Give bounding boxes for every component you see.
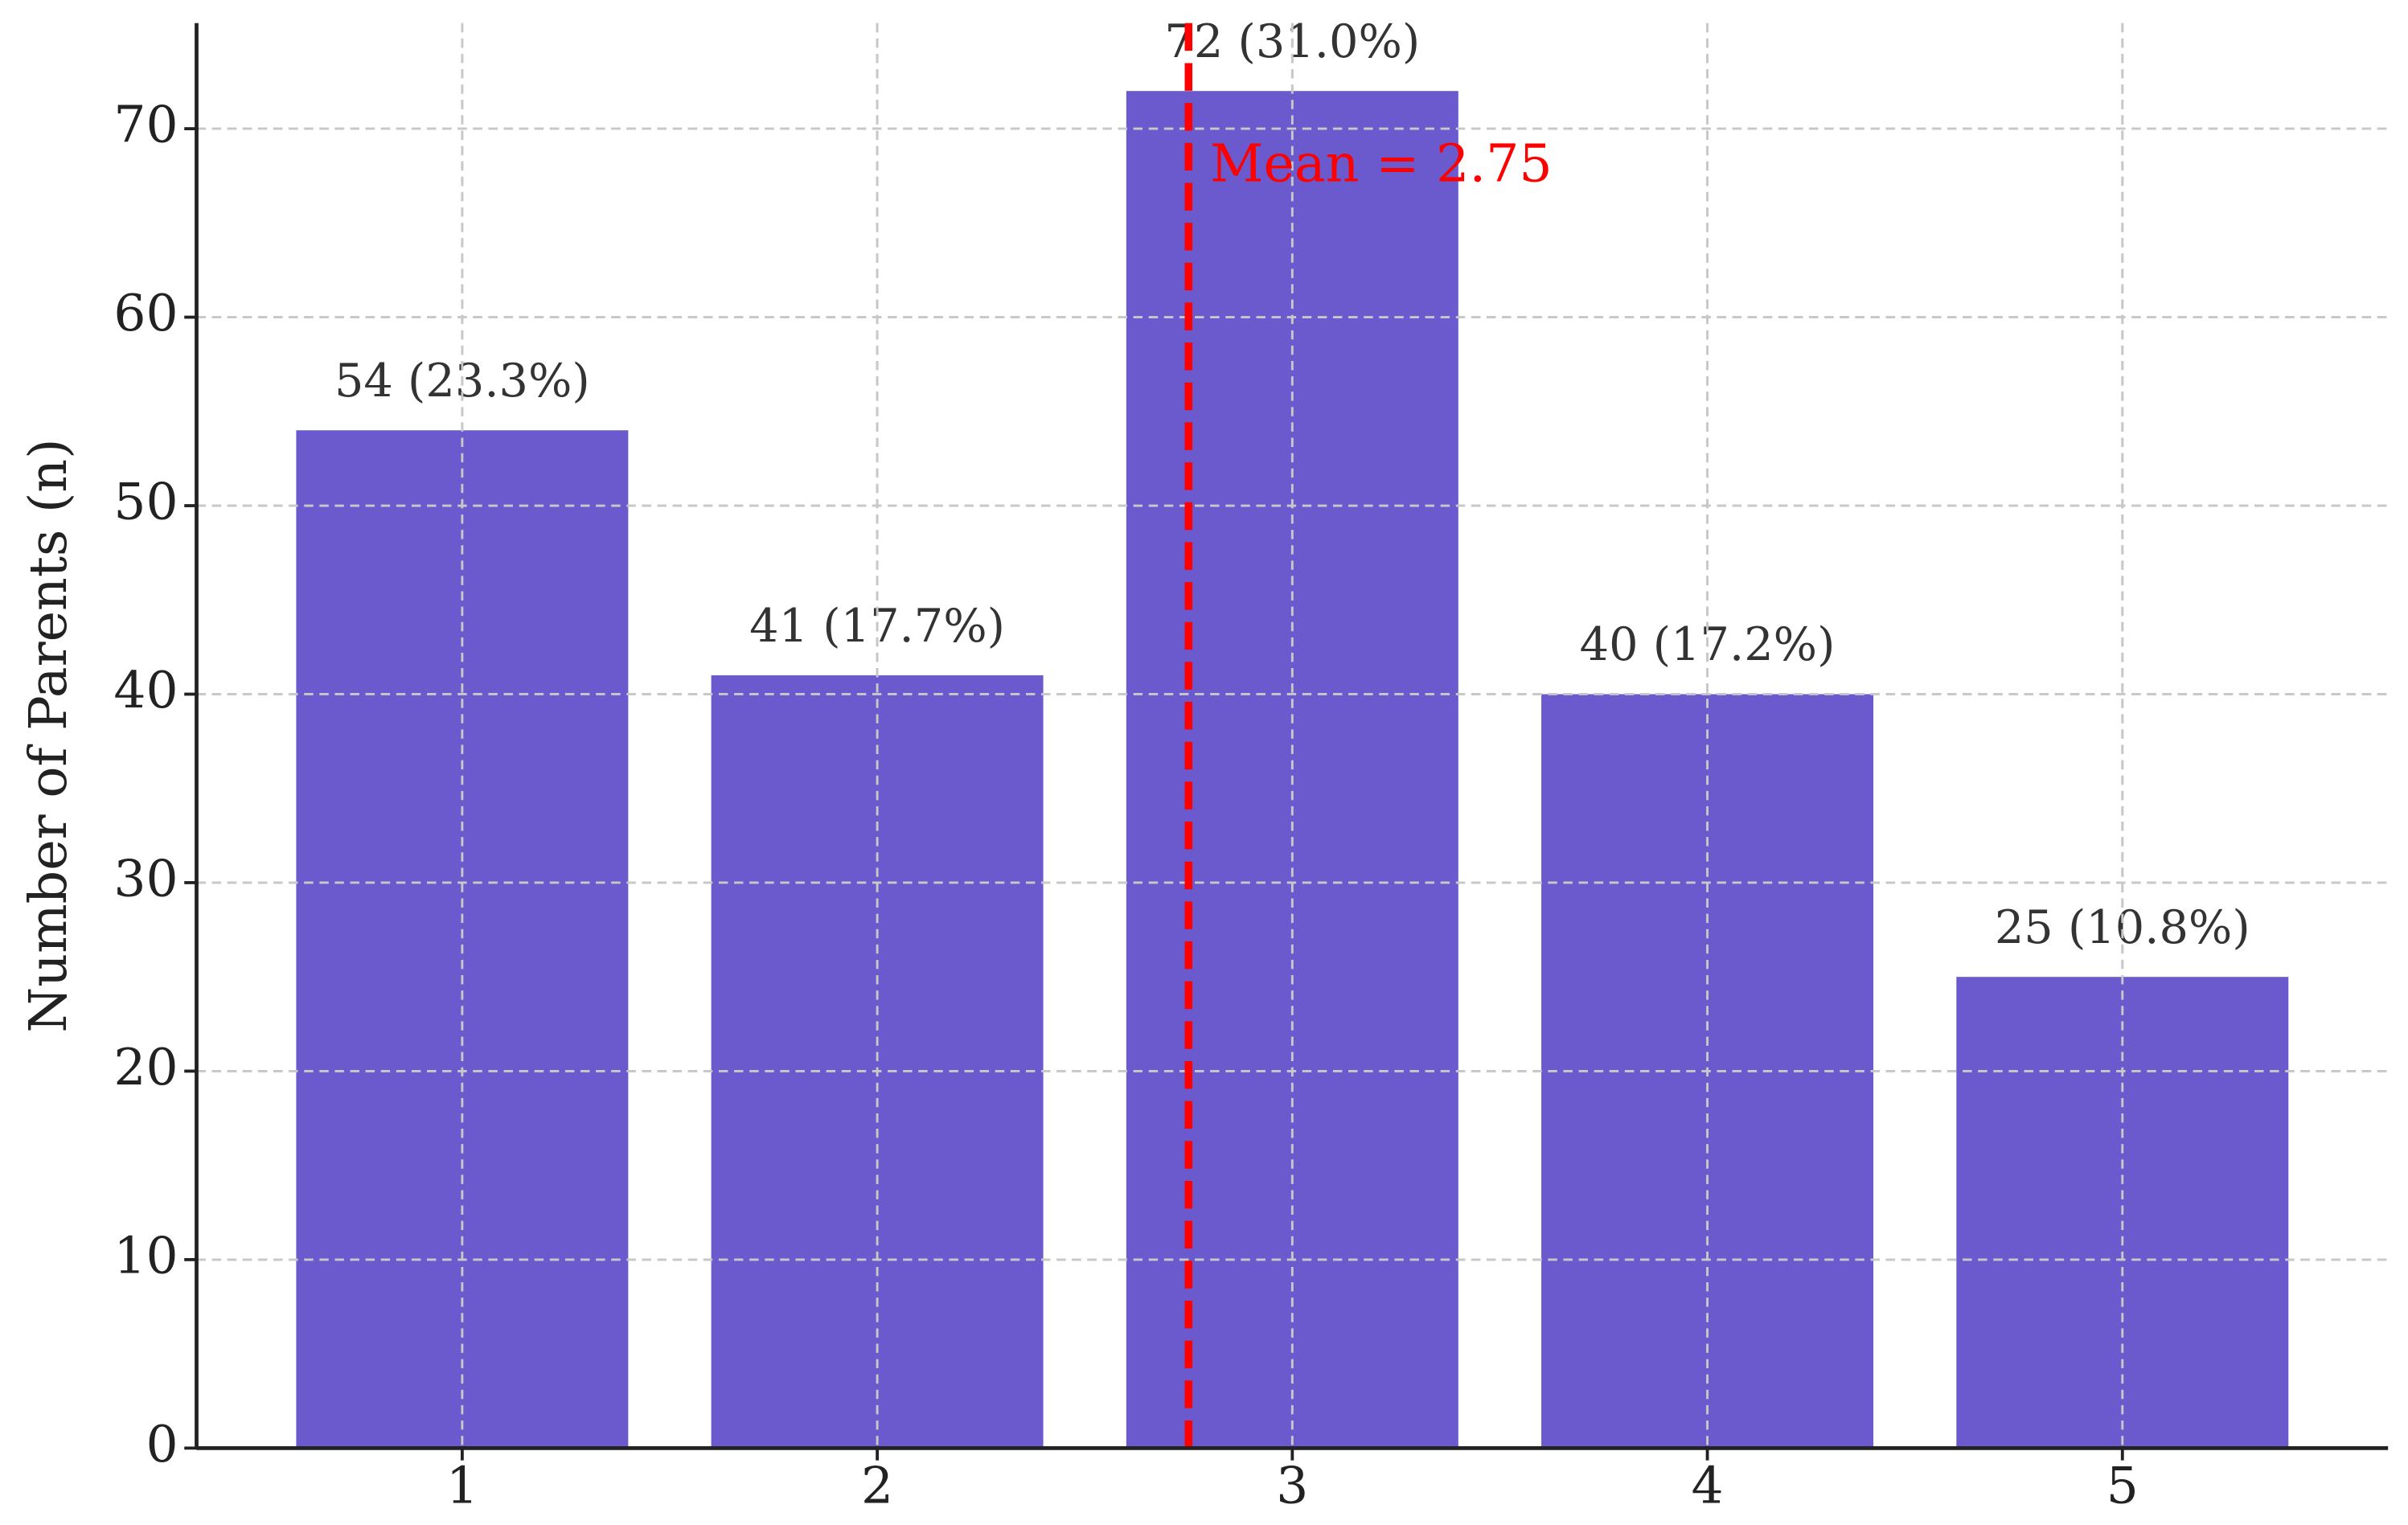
x-tick-label: 2 [861, 1455, 893, 1515]
y-tick-label: 50 [113, 472, 178, 531]
y-tick-label: 10 [113, 1225, 178, 1285]
y-tick-label: 30 [113, 848, 178, 908]
x-tick-label: 3 [1276, 1455, 1308, 1515]
x-tick-label: 1 [446, 1455, 478, 1515]
y-tick-label: 70 [113, 95, 178, 154]
mean-label: Mean = 2.75 [1210, 133, 1553, 194]
x-tick-label: 5 [2106, 1455, 2139, 1515]
y-tick-label: 40 [113, 660, 178, 719]
y-axis-label: Number of Parents (n) [18, 439, 79, 1033]
y-tick-label: 20 [113, 1037, 178, 1097]
x-tick-label: 4 [1692, 1455, 1724, 1515]
y-tick-label: 60 [113, 283, 178, 342]
y-tick-label: 0 [146, 1414, 178, 1474]
